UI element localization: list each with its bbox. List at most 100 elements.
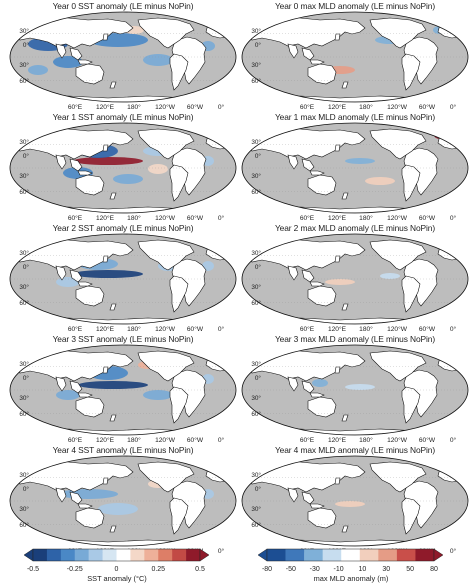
longitude-tick-label: 120°W bbox=[387, 326, 407, 333]
sst-panel-title: Year 3 SST anomaly (LE minus NoPin) bbox=[52, 334, 194, 344]
namerica-landmass bbox=[369, 350, 427, 382]
longitude-tick-label: 120°E bbox=[95, 215, 115, 222]
sst-panel-year-1: Year 1 SST anomaly (LE minus NoPin) 60°E 1… bbox=[8, 111, 238, 223]
nz-landmass bbox=[109, 81, 117, 89]
colorbar-tick-label: 80 bbox=[430, 566, 438, 573]
indonesia-landmass bbox=[309, 59, 325, 65]
colorbar-tick-label: -0.25 bbox=[66, 566, 83, 573]
longitude-tick-label: 0° bbox=[217, 104, 225, 111]
latitude-tick-label: 60° bbox=[251, 300, 261, 307]
longitude-tick-label: 0° bbox=[217, 326, 225, 333]
nz-landmass bbox=[341, 414, 349, 422]
longitude-tick-label: 180° bbox=[359, 215, 373, 222]
longitude-tick-label: 180° bbox=[127, 326, 141, 333]
colorbar-segment bbox=[172, 549, 187, 561]
nz-landmass bbox=[109, 525, 117, 533]
colorbar-tick-label: -50 bbox=[285, 566, 296, 573]
latitude-tick-label: 30° bbox=[19, 506, 29, 513]
map-frame bbox=[9, 344, 237, 436]
colorbar-segment bbox=[60, 549, 76, 561]
colorbar-segment bbox=[130, 549, 145, 561]
longitude-tick-label: 60°W bbox=[418, 437, 436, 444]
map-frame bbox=[9, 11, 237, 103]
nz-landmass bbox=[341, 81, 349, 89]
longitude-tick-label: 60°W bbox=[186, 104, 204, 111]
longitude-tick-label: 120°E bbox=[327, 326, 347, 333]
namerica-landmass bbox=[137, 350, 195, 382]
indonesia-landmass bbox=[77, 170, 93, 176]
longitude-tick-label: 60°W bbox=[186, 215, 204, 222]
samerica-landmass bbox=[169, 386, 189, 424]
colorbar-tick-label: 0 bbox=[114, 566, 119, 573]
longitude-tick-label: 60°W bbox=[418, 215, 436, 222]
longitude-tick-label: 120°W bbox=[155, 104, 175, 111]
map-frame bbox=[241, 344, 469, 436]
latitude-tick-label: 60° bbox=[251, 78, 261, 85]
longitude-tick-label: 0° bbox=[449, 326, 457, 333]
latitude-tick-label: 30° bbox=[251, 173, 261, 180]
japan-landmass bbox=[102, 255, 109, 263]
india-landmass bbox=[287, 154, 299, 170]
longitude-tick-label: 120°W bbox=[387, 104, 407, 111]
sst-world-map bbox=[9, 233, 237, 325]
mld-world-map bbox=[241, 11, 469, 103]
colorbar-segment bbox=[341, 549, 361, 561]
japan-landmass bbox=[334, 144, 341, 152]
latitude-tick-label: 30° bbox=[251, 284, 261, 291]
colorbar-tick-label: 30 bbox=[382, 566, 391, 573]
samerica-landmass bbox=[401, 386, 421, 424]
nz-landmass bbox=[109, 303, 117, 311]
nz-landmass bbox=[109, 414, 117, 422]
indonesia-landmass bbox=[309, 281, 325, 287]
india-landmass bbox=[55, 376, 67, 392]
colorbar-segment bbox=[378, 549, 398, 561]
map-frame bbox=[9, 233, 237, 325]
longitude-tick-label: 120°E bbox=[95, 437, 115, 444]
seasia-landmass bbox=[69, 491, 83, 505]
sst-world-map bbox=[9, 344, 237, 436]
colorbar-tick-label: 0.5 bbox=[195, 566, 205, 573]
longitude-tick-label: 180° bbox=[127, 215, 141, 222]
indonesia-landmass bbox=[309, 392, 325, 398]
india-landmass bbox=[55, 154, 67, 170]
map-frame bbox=[241, 122, 469, 214]
latitude-tick-label: 30° bbox=[19, 472, 29, 479]
longitude-tick-label: 60°E bbox=[299, 215, 315, 222]
longitude-tick-label: 0° bbox=[217, 215, 225, 222]
seasia-landmass bbox=[69, 380, 83, 394]
antarctic-landmass bbox=[37, 428, 214, 435]
india-landmass bbox=[55, 265, 67, 281]
latitude-tick-label: 60° bbox=[251, 522, 261, 529]
mld-panel-title: Year 2 max MLD anomaly (LE minus NoPin) bbox=[274, 223, 436, 233]
australia-landmass bbox=[307, 63, 337, 85]
antarctic-landmass bbox=[37, 206, 214, 213]
antarctic-landmass bbox=[269, 317, 446, 324]
colorbar-segment bbox=[102, 549, 117, 561]
longitude-tick-label: 0° bbox=[449, 104, 457, 111]
namerica-landmass bbox=[369, 461, 427, 493]
mld-panel-title: Year 4 max MLD anomaly (LE minus NoPin) bbox=[274, 445, 436, 455]
latitude-tick-label: 30° bbox=[251, 139, 261, 146]
colorbar-segment bbox=[74, 549, 89, 561]
australia-landmass bbox=[75, 285, 105, 307]
longitude-tick-label: 120°E bbox=[327, 104, 347, 111]
seasia-landmass bbox=[301, 158, 315, 172]
mld-world-map bbox=[241, 344, 469, 436]
japan-landmass bbox=[102, 144, 109, 152]
colorbar-tick-label: 0.25 bbox=[151, 566, 166, 573]
mld-world-map bbox=[241, 455, 469, 547]
sst-colorbar-label: SST anomaly (°C) bbox=[87, 574, 147, 583]
sst-panel-year-2: Year 2 SST anomaly (LE minus NoPin) 60°E 1… bbox=[8, 222, 238, 334]
sst-panel-title: Year 1 SST anomaly (LE minus NoPin) bbox=[52, 112, 194, 122]
latitude-tick-label: 60° bbox=[19, 189, 29, 196]
samerica-landmass bbox=[401, 164, 421, 202]
australia-landmass bbox=[75, 507, 105, 529]
colorbar-tick-label: -10 bbox=[333, 566, 344, 573]
sst-colorbar bbox=[24, 548, 209, 562]
colorbar-min-extension bbox=[24, 548, 34, 562]
longitude-tick-label: 60°W bbox=[418, 326, 436, 333]
australia-landmass bbox=[307, 285, 337, 307]
mld-world-map bbox=[241, 233, 469, 325]
longitude-tick-label: 120°E bbox=[327, 437, 347, 444]
namerica-landmass bbox=[137, 128, 195, 160]
